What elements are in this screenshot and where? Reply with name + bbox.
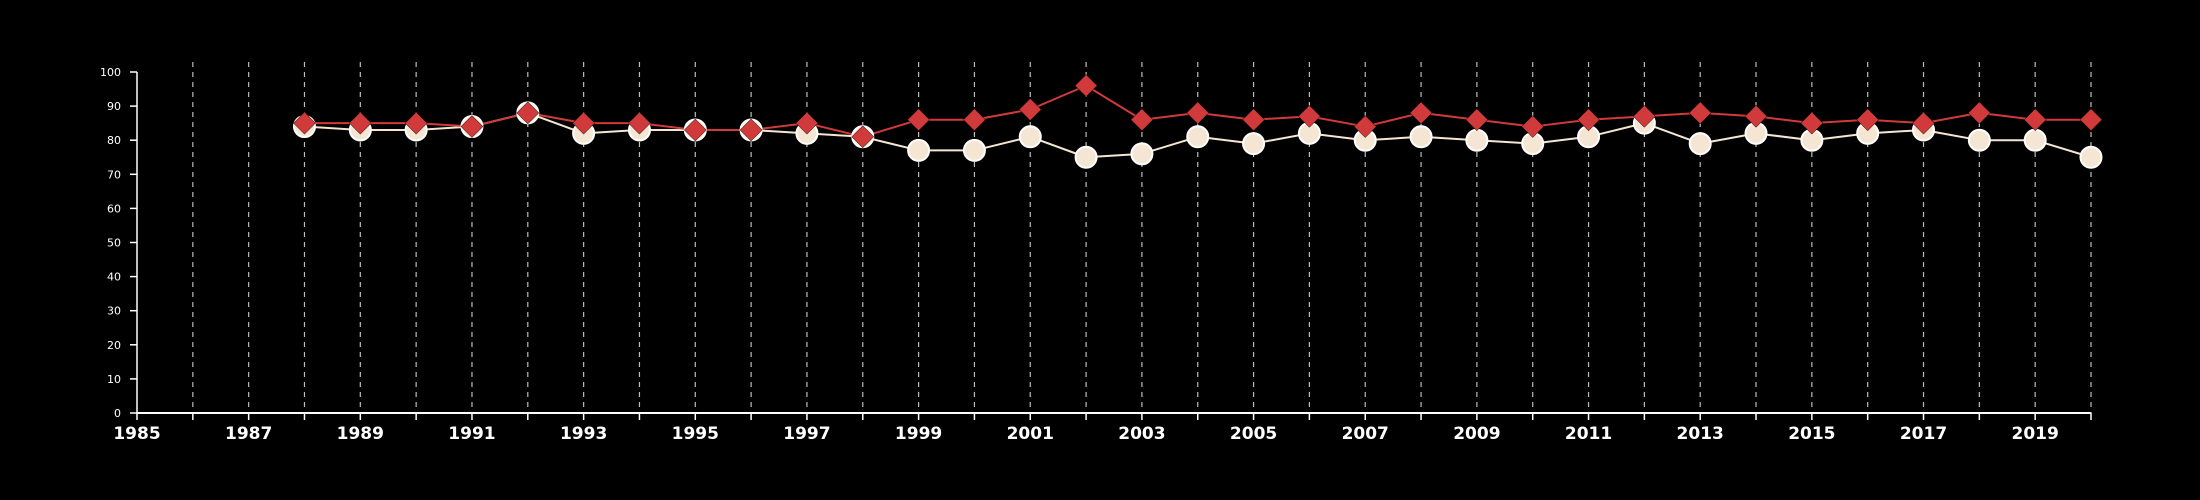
series-2-point — [404, 111, 428, 135]
marker-layer — [292, 74, 2103, 169]
series-2-point — [1744, 104, 1768, 128]
series-2-point — [572, 111, 595, 135]
series-2-point — [795, 111, 819, 135]
y-tick-label: 80 — [107, 134, 121, 147]
series-2-point — [2023, 108, 2047, 132]
x-tick-label: 2009 — [1453, 424, 1500, 444]
y-tick-label: 0 — [114, 407, 121, 420]
x-tick-label: 2001 — [1007, 424, 1054, 444]
series-2-point — [1353, 115, 1377, 138]
series-2-point — [963, 108, 986, 132]
series-2-point — [1688, 101, 1712, 125]
series-2-point — [1465, 108, 1489, 132]
series-2-point — [683, 118, 707, 142]
series-2-point — [2079, 108, 2103, 132]
y-tick-label: 60 — [107, 202, 121, 215]
x-tick-label: 2019 — [2012, 424, 2059, 444]
y-tick-label: 40 — [107, 271, 121, 284]
series-2-point — [739, 118, 763, 142]
y-tick-label: 100 — [100, 66, 121, 79]
series-2-point — [460, 115, 484, 138]
series-1-point — [1409, 125, 1433, 149]
series-2-point — [516, 101, 540, 125]
series-1-point — [1465, 128, 1489, 152]
y-tick-label: 10 — [107, 373, 121, 386]
series-2-point — [1409, 101, 1433, 125]
x-tick-label: 2011 — [1565, 424, 1612, 444]
axis-layer: 1985 1987 1989 1991 1993 1995 1997 1999 2001 2003… — [100, 66, 2092, 444]
series-2-point — [1298, 104, 1321, 128]
series-2-point — [1074, 74, 1098, 97]
series-2-point — [1912, 111, 1935, 135]
series-1-point — [2079, 145, 2103, 169]
series-1-point — [1186, 125, 1210, 149]
y-tick-label: 50 — [107, 237, 121, 250]
x-tick-label: 1993 — [560, 424, 607, 444]
series-1-point — [1688, 132, 1712, 156]
series-2-point — [628, 111, 651, 135]
x-tick-label: 2005 — [1230, 424, 1277, 444]
x-tick-label: 1989 — [337, 424, 384, 444]
x-tick-label: 1987 — [225, 424, 272, 444]
series-1-point — [2023, 128, 2047, 152]
series-2-point — [1130, 108, 1154, 132]
series-2-point — [907, 108, 930, 132]
series-2-point — [1521, 115, 1545, 138]
series-2-point — [348, 111, 372, 135]
series-2-point — [1577, 108, 1600, 132]
x-tick-label: 2007 — [1342, 424, 1389, 444]
series-2-point — [1967, 101, 1991, 125]
y-tick-label: 20 — [107, 339, 121, 352]
y-tick-label: 30 — [107, 305, 121, 318]
series-2-point — [851, 125, 875, 149]
x-tick-label: 2003 — [1118, 424, 1165, 444]
series-2-point — [1018, 98, 1042, 121]
x-tick-label: 1991 — [448, 424, 495, 444]
series-1-point — [962, 138, 986, 162]
x-tick-label: 1985 — [113, 424, 160, 444]
series-1-point — [907, 138, 931, 162]
x-tick-label: 2017 — [1900, 424, 1947, 444]
series-2-point — [1186, 101, 1210, 125]
x-tick-label: 2013 — [1677, 424, 1724, 444]
series-1-point — [1074, 145, 1098, 169]
series-1-point — [1242, 132, 1266, 156]
series-2-point — [1856, 108, 1880, 132]
y-tick-label: 90 — [107, 100, 121, 113]
x-tick-label: 1997 — [783, 424, 830, 444]
series-2-point — [293, 111, 316, 135]
series-2-point — [1242, 108, 1265, 132]
y-tick-label: 70 — [107, 168, 121, 181]
series-2-point — [1800, 111, 1824, 135]
x-tick-label: 1999 — [895, 424, 942, 444]
series-1-point — [1018, 125, 1042, 149]
series-2-point — [1633, 104, 1656, 128]
x-tick-label: 2015 — [1788, 424, 1835, 444]
series-1-point — [1967, 128, 1991, 152]
grid-layer — [192, 62, 2092, 413]
series-1-point — [1130, 142, 1154, 166]
x-tick-label: 1995 — [672, 424, 719, 444]
